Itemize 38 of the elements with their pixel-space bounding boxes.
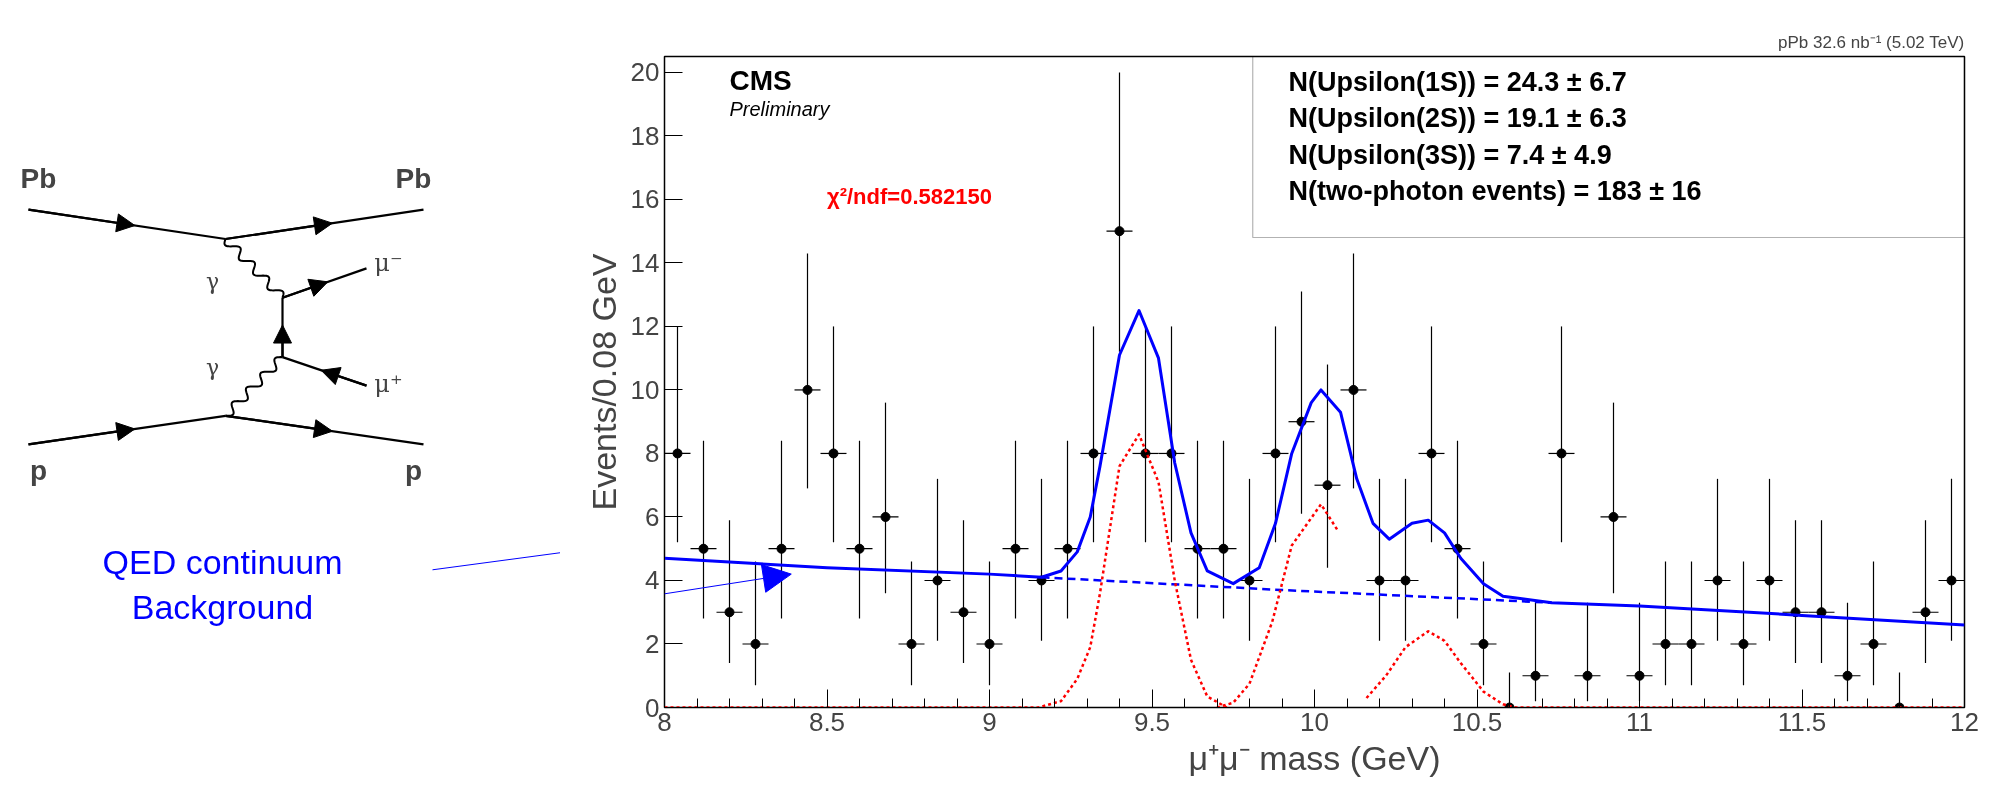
x-tick-label: 12 <box>1950 706 1979 737</box>
y-axis-title: Events/0.08 GeV <box>584 253 623 511</box>
text: p <box>404 454 423 486</box>
annotation: N(Upsilon(1S)) = 24.3 ± 6.7 <box>1288 66 1627 97</box>
y-tick-label: 20 <box>630 57 660 88</box>
x-tick-label: 11 <box>1626 706 1653 737</box>
y-tick-label: 0 <box>645 692 660 723</box>
text: QED continuum Background <box>102 542 343 627</box>
y-tick-label: 8 <box>645 438 660 469</box>
annotation: N(Upsilon(3S)) = 7.4 ± 4.9 <box>1288 139 1612 170</box>
text: μ⁻ <box>374 249 403 278</box>
text: p <box>29 454 48 486</box>
y-tick-label: 18 <box>630 120 660 151</box>
y-tick-label: 4 <box>645 565 660 596</box>
x-axis-title: μ⁺μ⁻ mass (GeV) <box>1188 738 1441 777</box>
y-tick-label: 6 <box>645 501 660 532</box>
x-tick-label: 11.5 <box>1777 706 1827 737</box>
x-tick-label: 9.5 <box>1133 706 1171 737</box>
annotation: Preliminary <box>729 97 831 120</box>
text: γ <box>205 268 220 294</box>
x-tick-label: 10.5 <box>1451 706 1503 737</box>
text: Pb <box>395 163 432 195</box>
text: μ⁺ <box>374 370 403 399</box>
text: γ <box>205 355 220 381</box>
annotation: χ²/ndf=0.582150 <box>827 183 992 209</box>
x-tick-label: 9 <box>982 706 997 737</box>
text: Pb <box>20 163 57 195</box>
y-tick-label: 14 <box>630 247 660 278</box>
x-tick-label: 10 <box>1300 706 1329 737</box>
y-tick-label: 10 <box>630 374 660 405</box>
y-tick-label: 16 <box>630 184 660 215</box>
y-tick-label: 12 <box>630 311 660 342</box>
chart-title: pPb 32.6 nb⁻¹ (5.02 TeV) <box>1778 32 1965 52</box>
annotation: N(two-photon events) = 183 ± 16 <box>1288 176 1702 207</box>
x-tick-label: 8.5 <box>808 706 846 737</box>
annotation: N(Upsilon(2S)) = 19.1 ± 6.3 <box>1288 103 1627 134</box>
annotation: CMS <box>729 64 792 96</box>
y-tick-label: 2 <box>645 628 660 659</box>
